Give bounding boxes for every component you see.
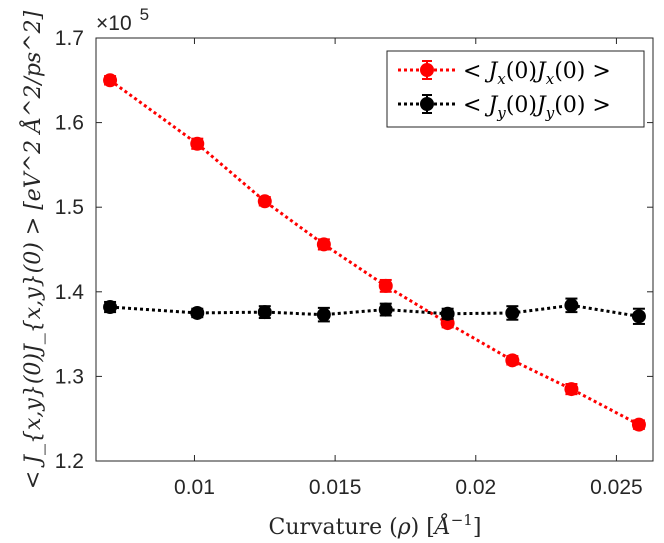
data-point (440, 306, 455, 321)
legend-item-0: < Jx(0)Jx(0) > (398, 59, 611, 88)
x-tick-label: 0.02 (455, 476, 496, 499)
series-0 (103, 73, 646, 432)
ticks-layer: 0.01 0.015 0.02 0.025 1.2 1.3 1.4 1.5 1.6 1.7 (55, 27, 653, 499)
legend-label: < Jy(0)Jy(0) > (463, 93, 611, 122)
series-layer (103, 73, 646, 432)
x-axis-title: Curvature (ρ) [Å−1] (269, 511, 482, 540)
y-multiplier: ×10 5 (96, 5, 149, 35)
data-point (103, 300, 118, 315)
data-point (316, 237, 331, 252)
data-point (564, 382, 579, 397)
data-point (190, 305, 205, 320)
legend-label: < Jx(0)Jx(0) > (463, 59, 611, 88)
y-tick-label: 1.3 (55, 365, 84, 388)
data-point (505, 305, 520, 320)
data-point (103, 73, 118, 88)
data-point (257, 194, 272, 209)
data-point (378, 302, 393, 317)
data-point (190, 136, 205, 151)
series-1 (103, 297, 646, 325)
y-tick-label: 1.7 (55, 27, 84, 50)
y-tick-label: 1.5 (55, 196, 84, 219)
data-point (631, 309, 646, 324)
y-tick-label: 1.6 (55, 112, 84, 135)
data-point (257, 305, 272, 320)
data-point (631, 417, 646, 432)
x-tick-label: 0.025 (590, 476, 643, 499)
data-point (378, 278, 393, 293)
legend-swatch-marker (420, 97, 434, 111)
y-multiplier-exponent: 5 (140, 5, 149, 24)
data-point (505, 353, 520, 368)
y-tick-label: 1.4 (55, 281, 85, 304)
x-tick-label: 0.015 (309, 476, 362, 499)
legend: < Jx(0)Jx(0) > < Jy(0)Jy(0) > (386, 50, 645, 128)
legend-item-1: < Jy(0)Jy(0) > (398, 93, 611, 122)
y-axis-title: < J_{x,y}(0)J_{x,y}(0) > [eV^2 Å^2/ps^2] (18, 10, 46, 489)
data-point (316, 307, 331, 322)
data-point (564, 298, 579, 313)
x-tick-label: 0.01 (174, 476, 215, 499)
y-tick-label: 1.2 (55, 450, 84, 473)
legend-swatch-marker (420, 63, 434, 77)
